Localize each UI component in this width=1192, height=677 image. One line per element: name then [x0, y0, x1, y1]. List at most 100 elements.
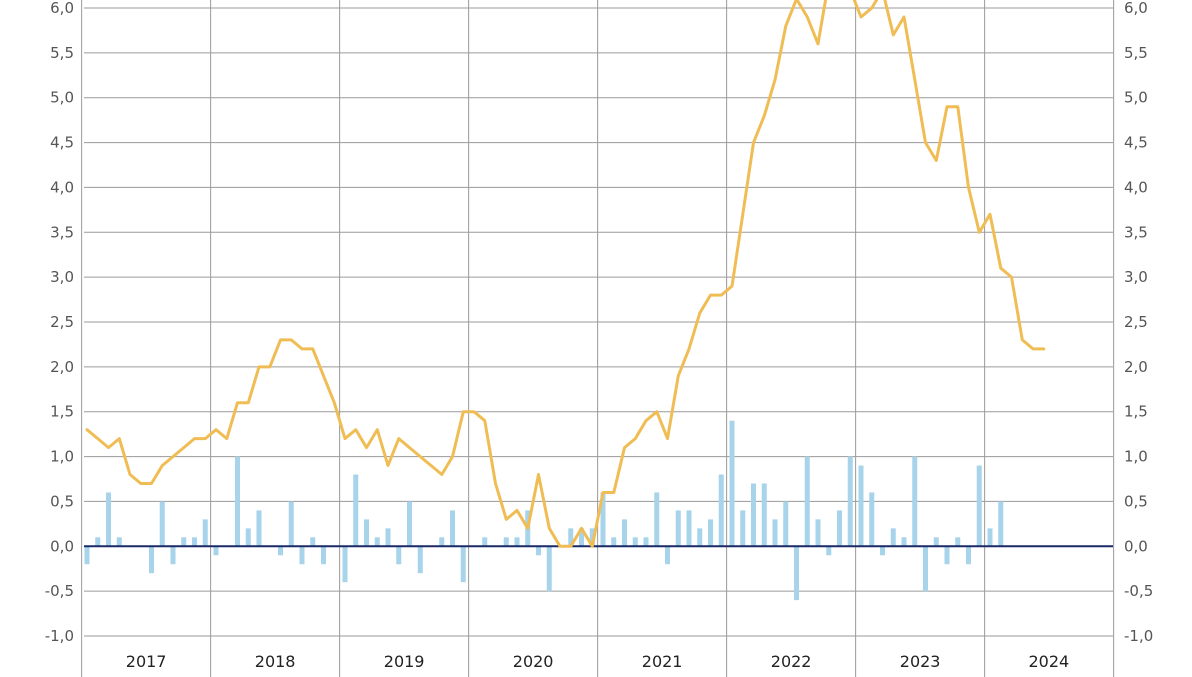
bar — [987, 528, 993, 547]
bar — [364, 519, 369, 547]
bar — [697, 528, 703, 547]
y-tick-right: 4,0 — [1124, 178, 1148, 196]
y-tick-left: 2,5 — [50, 313, 74, 331]
bar — [880, 546, 885, 556]
bar — [740, 510, 746, 547]
y-tick-left: 6,0 — [50, 0, 74, 17]
bar — [546, 546, 552, 592]
bar — [149, 546, 154, 574]
bar — [761, 483, 767, 547]
bar — [245, 528, 251, 547]
bar — [826, 546, 832, 556]
bar — [213, 546, 219, 556]
bar — [772, 519, 778, 547]
y-tick-left: 0,0 — [50, 537, 74, 555]
bar-series — [84, 420, 1014, 601]
y-tick-right: 2,5 — [1124, 313, 1148, 331]
bar — [675, 510, 681, 547]
y-tick-right: 3,0 — [1124, 268, 1148, 286]
bar — [998, 501, 1004, 547]
bar — [482, 537, 488, 547]
axis-ticks: -1,0 -1,0 -0,5 -0,5 0,0 0,0 0,5 0,5 1,0 1,0 1,5 1,5… — [45, 0, 1154, 671]
year-label: 2022 — [771, 652, 812, 671]
year-label: 2021 — [642, 652, 683, 671]
bar — [353, 474, 359, 547]
bar — [600, 492, 606, 547]
year-label: 2024 — [1028, 652, 1069, 671]
bar — [256, 510, 262, 547]
bar — [923, 546, 928, 592]
bar — [751, 483, 756, 547]
bar — [385, 528, 391, 547]
bar — [611, 537, 617, 547]
bar — [665, 546, 670, 565]
bar — [288, 501, 294, 547]
bar — [321, 546, 326, 565]
y-tick-right: 5,0 — [1124, 89, 1148, 107]
bar — [729, 420, 735, 547]
bar — [170, 546, 176, 565]
line-path — [85, 0, 1046, 548]
bar — [622, 519, 627, 547]
y-tick-right: 0,0 — [1124, 537, 1148, 555]
bar — [901, 537, 907, 547]
bar — [116, 537, 122, 547]
bar — [181, 537, 187, 547]
bar — [847, 456, 853, 547]
bar — [202, 519, 208, 547]
bar — [299, 546, 305, 565]
bar — [417, 546, 423, 574]
bar — [568, 528, 574, 547]
y-tick-left: 1,5 — [50, 403, 74, 421]
bar — [514, 537, 520, 547]
bar — [407, 501, 412, 547]
bar — [374, 537, 380, 547]
bar — [654, 492, 660, 547]
line-series — [85, 0, 1046, 548]
bar — [460, 546, 466, 583]
bar — [95, 537, 101, 547]
bar — [912, 456, 918, 547]
y-tick-left: -1,0 — [45, 627, 74, 645]
y-tick-right: -0,5 — [1124, 582, 1153, 600]
bar — [804, 456, 810, 547]
y-tick-left: -0,5 — [45, 582, 74, 600]
y-tick-left: 4,5 — [50, 134, 74, 152]
bar — [589, 528, 595, 547]
y-tick-left: 0,5 — [50, 492, 74, 510]
y-tick-right: 1,5 — [1124, 403, 1148, 421]
bar — [643, 537, 649, 547]
bar — [815, 519, 821, 547]
year-label: 2017 — [126, 652, 167, 671]
bar — [837, 510, 842, 547]
bar — [869, 492, 875, 547]
bar — [396, 546, 402, 565]
y-tick-left: 3,5 — [50, 223, 74, 241]
bar — [890, 528, 896, 547]
bar — [503, 537, 509, 547]
bar — [783, 501, 789, 547]
bar — [708, 519, 713, 547]
bar — [450, 510, 455, 547]
bar — [686, 510, 692, 547]
bar — [536, 546, 541, 556]
bar — [976, 465, 982, 547]
bar — [579, 528, 584, 547]
bar — [278, 546, 283, 556]
bar — [933, 537, 939, 547]
y-tick-right: 1,0 — [1124, 448, 1148, 466]
bar — [966, 546, 971, 565]
year-label: 2019 — [384, 652, 425, 671]
y-tick-left: 3,0 — [50, 268, 74, 286]
bar — [632, 537, 638, 547]
bar — [955, 537, 961, 547]
bar — [192, 537, 197, 547]
year-label: 2023 — [900, 652, 941, 671]
y-tick-right: 6,0 — [1124, 0, 1148, 17]
y-tick-left: 2,0 — [50, 358, 74, 376]
bar — [159, 501, 165, 547]
year-label: 2020 — [513, 652, 554, 671]
bar — [84, 546, 90, 565]
y-tick-left: 5,0 — [50, 89, 74, 107]
